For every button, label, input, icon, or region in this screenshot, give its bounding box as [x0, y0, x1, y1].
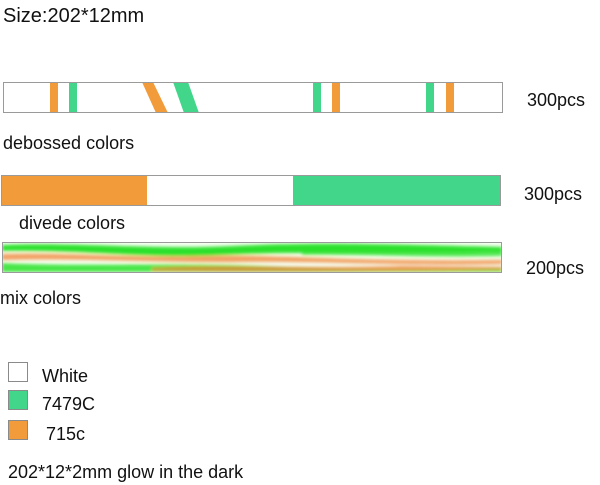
green-diagonal-stripe — [173, 83, 199, 112]
green-swirl — [3, 243, 501, 257]
mix-label: mix colors — [0, 288, 82, 308]
orange-section — [2, 176, 147, 205]
legend-white-label: White — [42, 366, 89, 386]
orange-diagonal-stripe — [142, 83, 168, 112]
size-title: Size:202*12mm — [3, 5, 145, 27]
orange-swirl — [152, 266, 501, 272]
orange-swirl — [3, 253, 501, 265]
footer-note: 202*12*2mm glow in the dark — [8, 462, 244, 482]
debossed-quantity: 300pcs — [527, 90, 586, 110]
green-stripe — [69, 83, 77, 112]
green-section — [293, 176, 500, 205]
mix-swirl — [3, 243, 501, 272]
orange-swatch — [8, 420, 28, 440]
divided-label: divede colors — [19, 213, 126, 233]
orange-stripe — [332, 83, 340, 112]
orange-stripe — [446, 83, 454, 112]
green-swirl — [302, 249, 501, 257]
orange-stripe — [50, 83, 58, 112]
debossed-band — [3, 82, 503, 113]
divided-quantity: 300pcs — [524, 184, 583, 204]
green-stripe — [313, 83, 321, 112]
divided-band — [1, 175, 501, 206]
white-swatch — [8, 362, 28, 382]
green-stripe — [426, 83, 434, 112]
green-swatch — [8, 390, 28, 410]
mix-quantity: 200pcs — [526, 258, 585, 278]
debossed-label: debossed colors — [3, 133, 135, 153]
mix-band — [2, 242, 502, 273]
legend-orange-label: 715c — [46, 424, 86, 444]
debossed-stripes — [50, 83, 454, 112]
legend-green-label: 7479C — [42, 394, 96, 414]
